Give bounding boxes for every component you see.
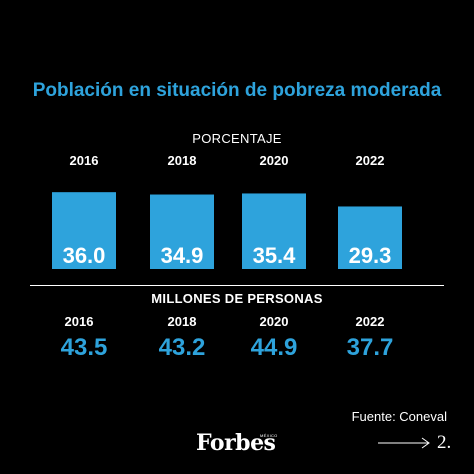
page-number: 2. [437,432,452,453]
forbes-logo: Forbes [196,430,276,456]
percentage-year-label: 2020 [260,153,289,168]
millions-value: 37.7 [346,334,394,361]
percentage-bar-value-label: 35.4 [253,243,297,268]
percentage-bar [150,194,214,269]
millions-year-row: 2016 2018 2020 2022 [0,314,474,332]
millions-value: 43.5 [60,334,108,361]
percentage-bar-value-label: 29.3 [349,243,392,268]
source-note: Fuente: Coneval [351,409,447,424]
arrow-right-icon[interactable] [378,437,434,449]
percentage-subtitle: PORCENTAJE [192,131,282,146]
millions-subtitle: MILLONES DE PERSONAS [151,291,323,306]
percentage-bar-chart: 2016 36.0 2018 34.9 2020 35.4 2022 29.3 [52,153,402,269]
chart-title: Población en situación de pobreza modera… [32,80,442,101]
percentage-year-label: 2016 [70,153,99,168]
percentage-year-label: 2022 [356,153,385,168]
section-divider [30,285,444,286]
percentage-bar-value-label: 36.0 [63,243,106,268]
forbes-edition-label: MÉXICO [260,433,278,438]
millions-year-label: 2020 [259,314,289,329]
millions-year-label: 2018 [167,314,197,329]
millions-value: 44.9 [250,334,298,361]
millions-value-row: 43.5 43.2 44.9 37.7 [0,334,474,364]
millions-value: 43.2 [158,334,206,361]
percentage-bar [338,206,402,269]
percentage-bar [52,192,116,269]
percentage-bar-value-label: 34.9 [161,243,204,268]
millions-year-label: 2022 [355,314,385,329]
millions-year-label: 2016 [64,314,94,329]
percentage-bar [242,193,306,269]
percentage-year-label: 2018 [168,153,197,168]
